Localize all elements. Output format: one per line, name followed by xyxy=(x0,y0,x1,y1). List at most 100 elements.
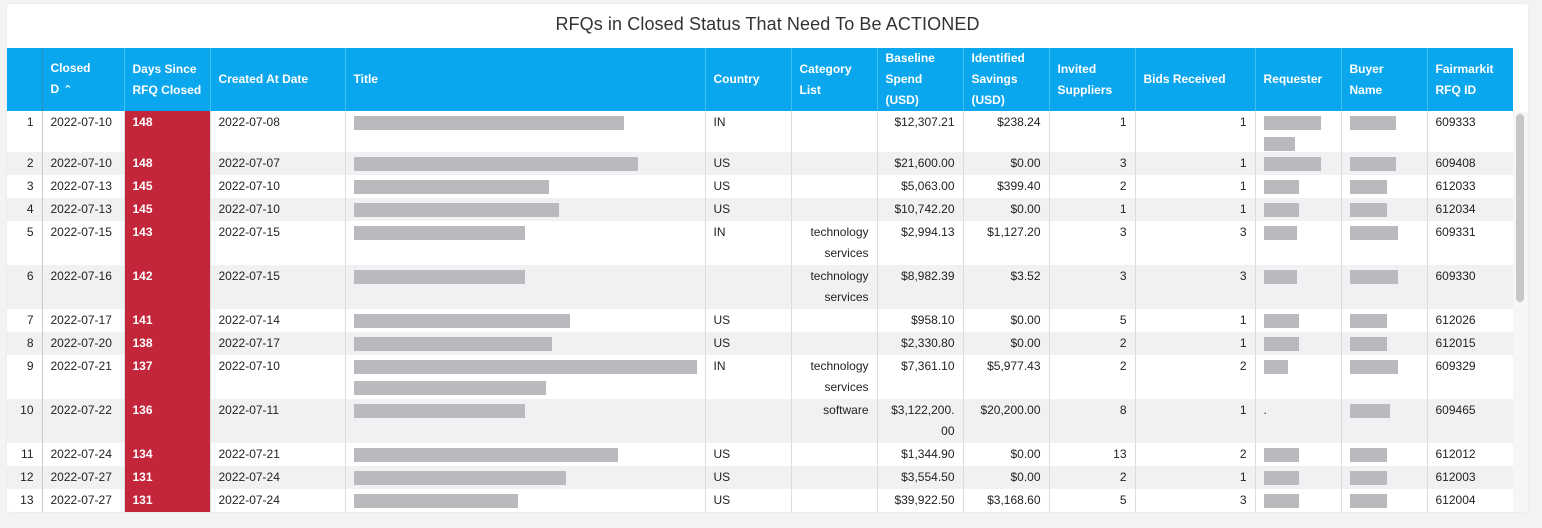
redacted-text-block xyxy=(1263,314,1300,328)
created-date-cell-text: 2022-07-17 xyxy=(218,336,280,350)
redacted-text-block xyxy=(353,157,639,171)
bids-received-cell: 3 xyxy=(1135,489,1256,512)
fairmarkit-id-cell-text: 609329 xyxy=(1435,359,1476,373)
title-cell xyxy=(345,399,706,443)
identified-savings-cell-text: $238.24 xyxy=(997,115,1041,129)
row-index-cell-text: 1 xyxy=(26,115,34,129)
fairmarkit-id-cell: 612026 xyxy=(1427,309,1513,332)
title-cell xyxy=(345,443,706,466)
column-header-bids-received[interactable]: Bids Received xyxy=(1135,48,1256,111)
identified-savings-cell: $1,127.20 xyxy=(963,221,1050,265)
closed-date-cell-text: 2022-07-17 xyxy=(50,313,112,327)
table-row[interactable]: 11 2022-07-24 134 2022-07-21 US $1,344.90 $0.0… xyxy=(7,443,1513,466)
table-row[interactable]: 6 2022-07-16 142 2022-07-15 technology servi… xyxy=(7,265,1513,309)
row-index-cell-text: 13 xyxy=(20,493,34,507)
column-header-requester[interactable]: Requester xyxy=(1255,48,1342,111)
column-header-identified-savings[interactable]: Identified Savings (USD) xyxy=(963,48,1050,111)
days-since-closed-cell: 143 xyxy=(124,221,211,265)
baseline-spend-cell-text: $3,122,200.00 xyxy=(891,403,955,438)
redacted-text-block xyxy=(353,471,567,485)
table-row[interactable]: 12 2022-07-27 131 2022-07-24 US $3,554.50 $0.0… xyxy=(7,466,1513,489)
redacted-text-block xyxy=(1349,494,1387,508)
scrollbar-thumb[interactable] xyxy=(1516,114,1524,302)
closed-date-cell: 2022-07-24 xyxy=(42,443,125,466)
row-index-cell: 3 xyxy=(7,175,43,198)
baseline-spend-cell: $8,982.39 xyxy=(877,265,964,309)
column-header-days-since-closed[interactable]: Days Since RFQ Closed xyxy=(124,48,211,111)
baseline-spend-cell-text: $3,554.50 xyxy=(901,470,955,484)
country-cell: US xyxy=(705,309,792,332)
column-header-baseline-spend[interactable]: Baseline Spend (USD) xyxy=(877,48,964,111)
column-header-title[interactable]: Title xyxy=(345,48,706,111)
sort-asc-icon[interactable]: ⌃ xyxy=(63,84,73,96)
baseline-spend-cell-text: $2,330.80 xyxy=(901,336,955,350)
vertical-scrollbar[interactable] xyxy=(1513,112,1528,512)
closed-date-cell-text: 2022-07-15 xyxy=(50,225,112,239)
table-row[interactable]: 5 2022-07-15 143 2022-07-15 IN technology ser… xyxy=(7,221,1513,265)
category-cell: technology services xyxy=(791,355,878,399)
redacted-text-block xyxy=(353,404,525,418)
table-row[interactable]: 3 2022-07-13 145 2022-07-10 US $5,063.00 $399.… xyxy=(7,175,1513,198)
category-cell-text: technology services xyxy=(810,225,869,260)
invited-suppliers-cell: 2 xyxy=(1049,466,1136,489)
identified-savings-cell-text: $0.00 xyxy=(1010,470,1041,484)
table-row[interactable]: 2 2022-07-10 148 2022-07-07 US $21,600.00 $0.0… xyxy=(7,152,1513,175)
redacted-text-block xyxy=(1349,226,1398,240)
country-cell-text: US xyxy=(713,202,731,216)
table-row[interactable]: 9 2022-07-21 137 2022-07-10 IN technology ser… xyxy=(7,355,1513,399)
column-header-category[interactable]: Category List xyxy=(791,48,878,111)
buyer-name-cell xyxy=(1341,265,1428,309)
rfq-table: Closed D ⌃ Days Since RFQ Closed Created … xyxy=(7,48,1513,512)
redacted-text-block xyxy=(353,116,625,130)
table-row[interactable]: 13 2022-07-27 131 2022-07-24 US $39,922.50 $3,… xyxy=(7,489,1513,512)
category-cell: software xyxy=(791,399,878,443)
title-cell xyxy=(345,355,706,399)
table-row[interactable]: 7 2022-07-17 141 2022-07-14 US $958.10 $0.00 5 1… xyxy=(7,309,1513,332)
row-index-cell-text: 5 xyxy=(26,225,34,239)
bids-received-cell-text: 1 xyxy=(1239,115,1247,129)
fairmarkit-id-cell: 609333 xyxy=(1427,111,1513,152)
invited-suppliers-cell-text: 5 xyxy=(1119,313,1127,327)
created-date-cell: 2022-07-10 xyxy=(210,198,346,221)
table-row[interactable]: 4 2022-07-13 145 2022-07-10 US $10,742.20 $0.0… xyxy=(7,198,1513,221)
requester-cell xyxy=(1255,175,1342,198)
column-header-closed-date[interactable]: Closed D ⌃ xyxy=(42,48,125,111)
invited-suppliers-cell: 2 xyxy=(1049,332,1136,355)
invited-suppliers-cell: 5 xyxy=(1049,309,1136,332)
category-cell-text: technology services xyxy=(810,269,869,304)
invited-suppliers-cell-text: 2 xyxy=(1119,359,1127,373)
column-header-buyer-name[interactable]: Buyer Name xyxy=(1341,48,1428,111)
invited-suppliers-cell: 1 xyxy=(1049,198,1136,221)
redacted-text-block xyxy=(1263,203,1300,217)
created-date-cell-text: 2022-07-07 xyxy=(218,156,280,170)
bids-received-cell: 1 xyxy=(1135,111,1256,152)
fairmarkit-id-cell: 612015 xyxy=(1427,332,1513,355)
identified-savings-cell-text: $3.52 xyxy=(1010,269,1041,283)
category-cell xyxy=(791,332,878,355)
table-row[interactable]: 8 2022-07-20 138 2022-07-17 US $2,330.80 $0.00… xyxy=(7,332,1513,355)
table-row[interactable]: 1 2022-07-10 148 2022-07-08 IN $12,307.21 $238… xyxy=(7,111,1513,152)
column-header-fairmarkit-id[interactable]: Fairmarkit RFQ ID xyxy=(1427,48,1513,111)
baseline-spend-cell-text: $12,307.21 xyxy=(894,115,955,129)
country-cell: IN xyxy=(705,111,792,152)
invited-suppliers-cell: 8 xyxy=(1049,399,1136,443)
bids-received-cell-text: 3 xyxy=(1239,225,1247,239)
buyer-name-cell xyxy=(1341,443,1428,466)
bids-received-cell: 1 xyxy=(1135,399,1256,443)
requester-cell xyxy=(1255,111,1342,152)
invited-suppliers-cell-text: 2 xyxy=(1119,470,1127,484)
column-header-created-at[interactable]: Created At Date xyxy=(210,48,346,111)
requester-cell xyxy=(1255,355,1342,399)
column-header-country[interactable]: Country xyxy=(705,48,792,111)
days-since-closed-cell-text: 138 xyxy=(132,336,153,350)
buyer-name-cell xyxy=(1341,111,1428,152)
bids-received-cell: 1 xyxy=(1135,309,1256,332)
table-row[interactable]: 10 2022-07-22 136 2022-07-11 software $3,122,… xyxy=(7,399,1513,443)
days-since-closed-cell-text: 141 xyxy=(132,313,153,327)
bids-received-cell-text: 3 xyxy=(1239,493,1247,507)
column-header-invited-suppliers[interactable]: Invited Suppliers xyxy=(1049,48,1136,111)
redacted-text-block xyxy=(1349,180,1387,194)
redacted-text-block xyxy=(1349,157,1397,171)
invited-suppliers-cell-text: 1 xyxy=(1119,115,1127,129)
closed-date-cell: 2022-07-22 xyxy=(42,399,125,443)
